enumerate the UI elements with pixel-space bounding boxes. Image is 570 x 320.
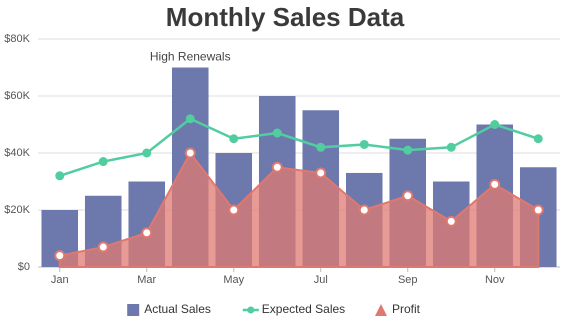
legend-swatch — [127, 304, 140, 316]
legend-label: Actual Sales — [144, 302, 211, 316]
area-point — [228, 204, 240, 216]
line-point — [142, 148, 152, 158]
x-tick-label: Sep — [398, 274, 418, 286]
area-point — [402, 190, 414, 202]
legend-label: Profit — [392, 302, 421, 316]
area-point — [489, 178, 501, 190]
area-point — [54, 250, 66, 262]
annotation: High Renewals — [150, 50, 231, 64]
line-point — [359, 139, 369, 149]
line-point — [185, 114, 195, 124]
area-point — [271, 161, 283, 173]
x-tick-label: May — [223, 274, 244, 286]
chart-title: Monthly Sales Data — [166, 2, 405, 32]
y-tick-label: $60K — [4, 90, 30, 102]
x-tick-label: Mar — [137, 274, 156, 286]
area-point — [532, 204, 544, 216]
line-point — [55, 171, 65, 181]
x-tick-label: Nov — [485, 274, 505, 286]
line-point — [272, 128, 282, 138]
x-tick-label: Jul — [314, 274, 328, 286]
line-point — [229, 134, 239, 144]
y-tick-label: $40K — [4, 147, 30, 159]
line-point — [490, 120, 500, 129]
line-point — [98, 157, 108, 167]
legend-swatch — [247, 306, 255, 314]
line-point — [533, 134, 543, 144]
y-tick-label: $80K — [4, 33, 30, 45]
y-tick-label: $20K — [4, 204, 30, 216]
area-point — [445, 215, 457, 227]
area-point — [358, 204, 370, 216]
line-point — [446, 142, 456, 152]
area-point — [315, 167, 327, 179]
line — [59, 117, 539, 177]
line-point — [403, 145, 413, 155]
area-point — [141, 227, 153, 239]
area-point — [184, 147, 196, 159]
line-point — [316, 142, 326, 152]
x-tick-label: Jan — [51, 274, 69, 286]
area-point — [97, 241, 109, 253]
legend-swatch — [375, 304, 387, 316]
y-tick-label: $0 — [18, 261, 30, 273]
legend-label: Expected Sales — [262, 302, 345, 316]
